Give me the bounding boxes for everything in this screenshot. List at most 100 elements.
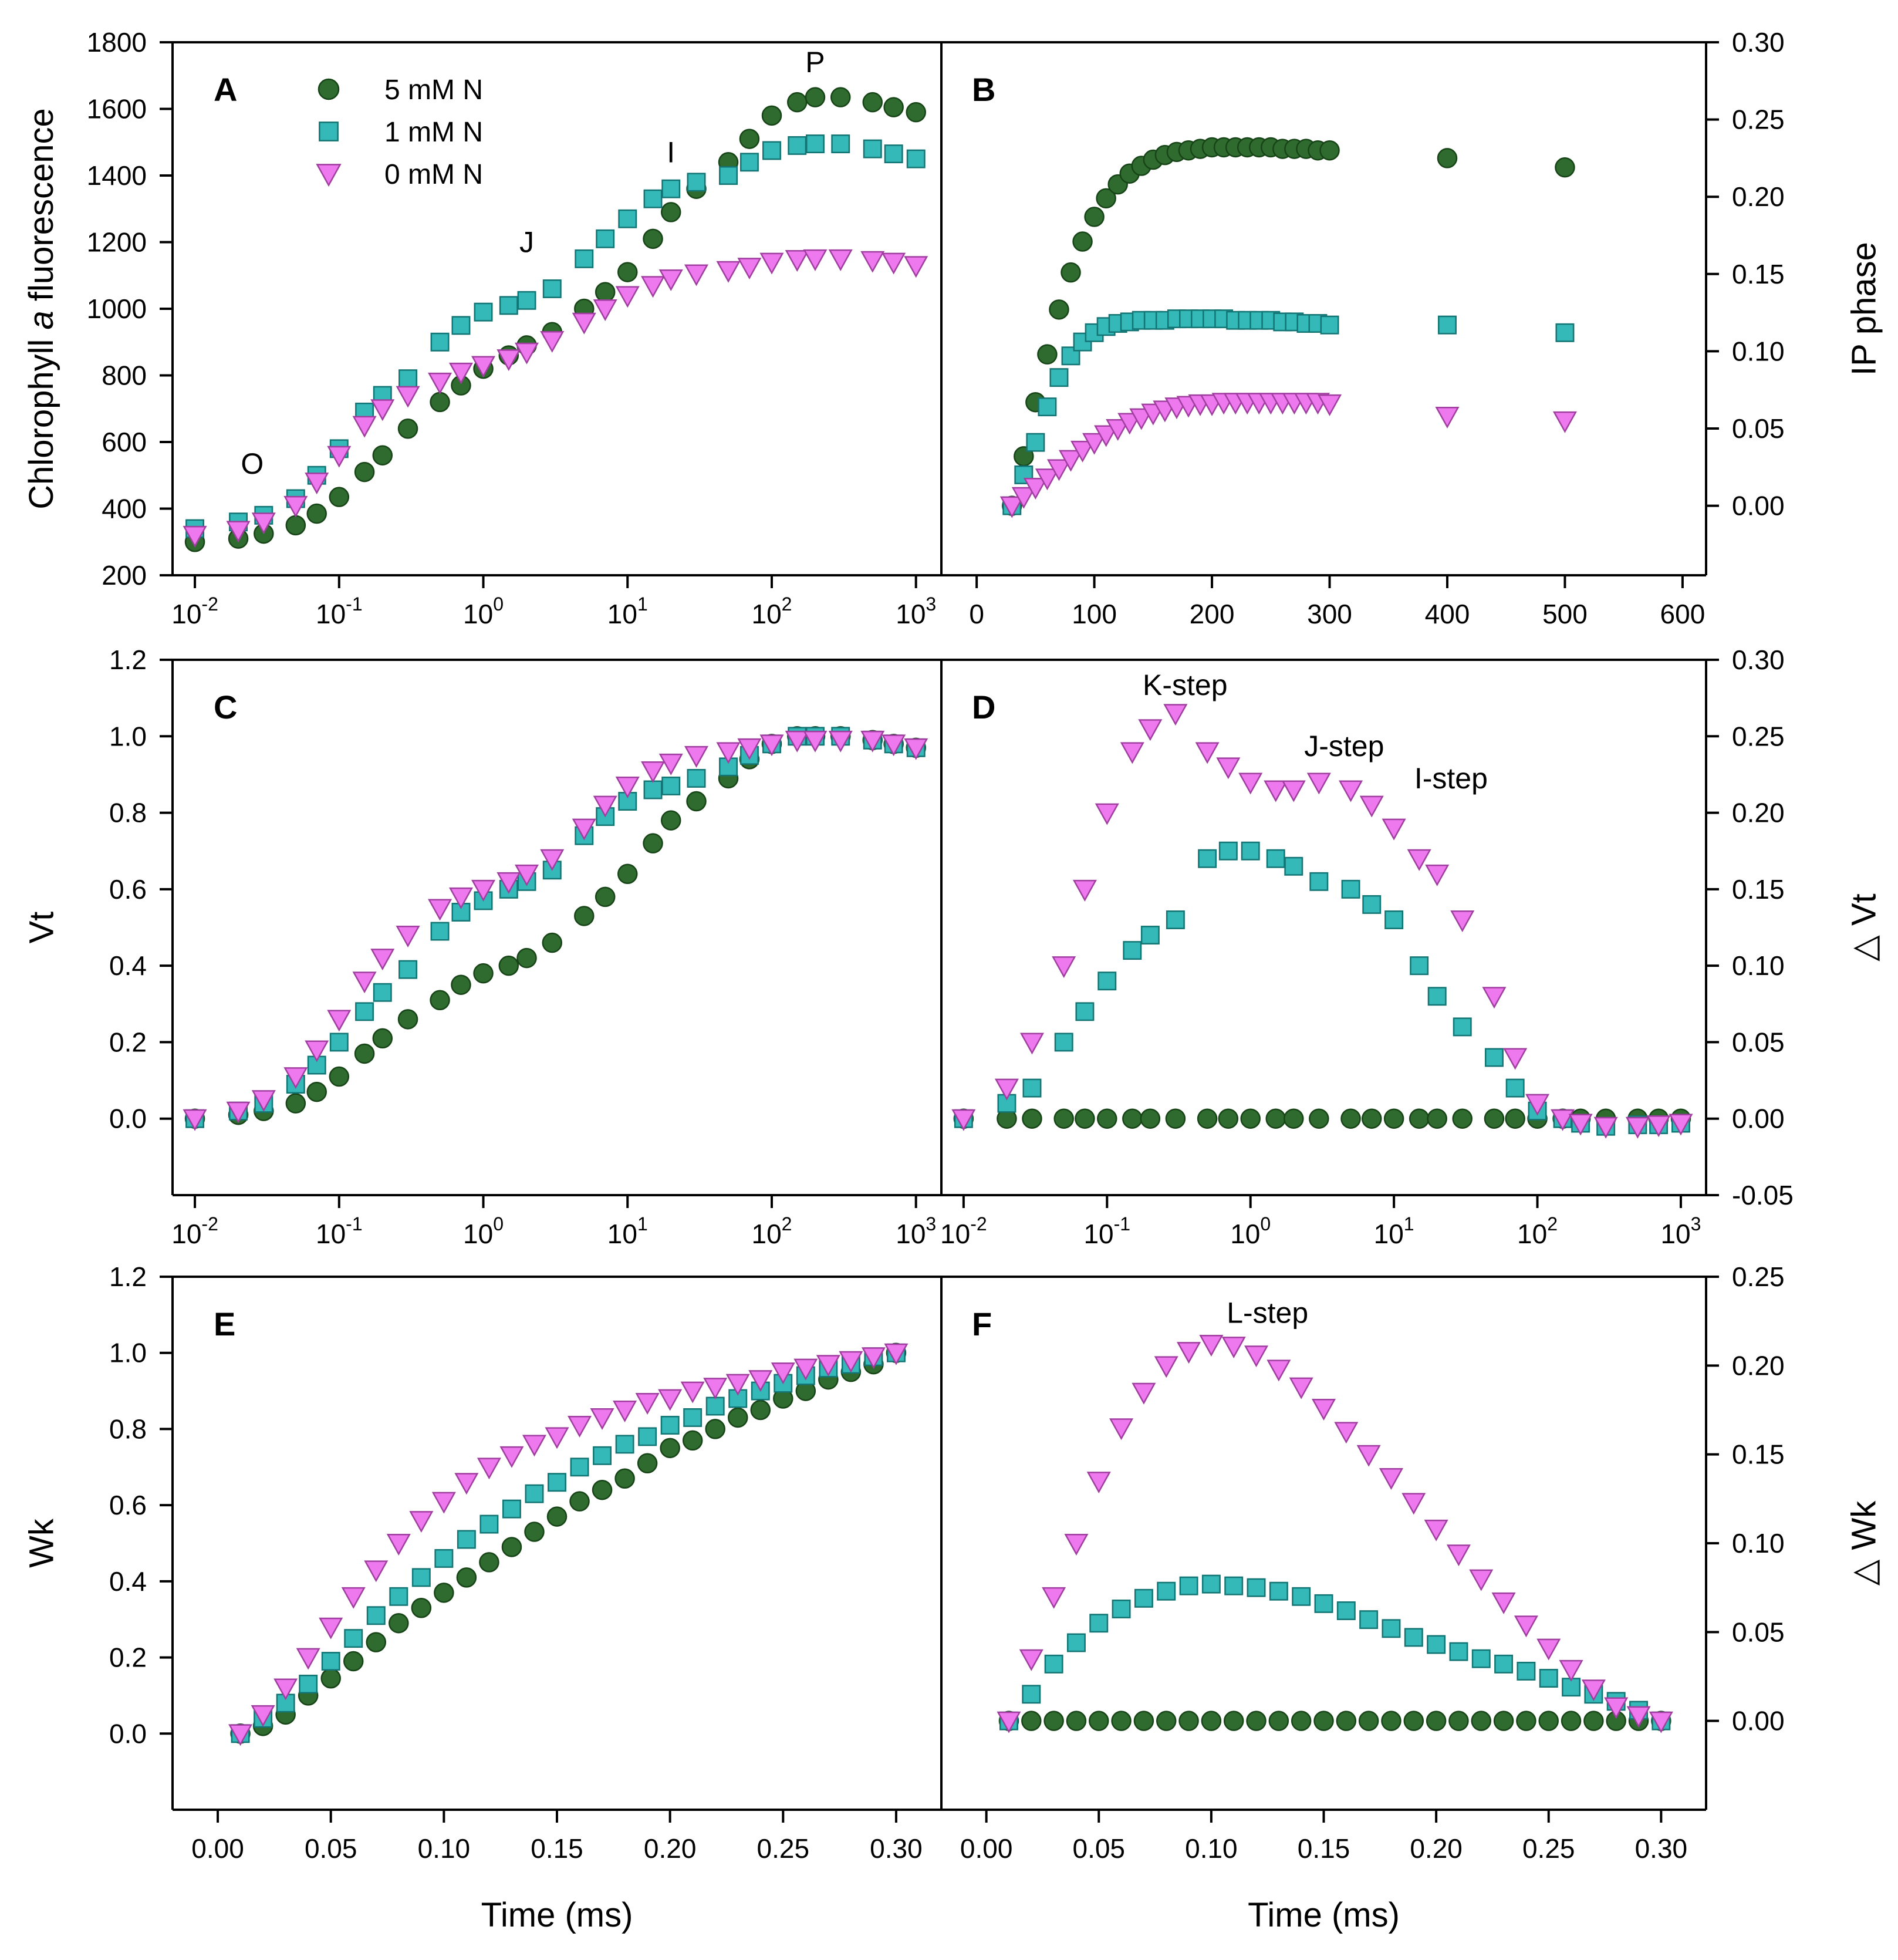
y-axis-title: Wk xyxy=(22,1518,60,1568)
y-tick-label: 0.6 xyxy=(109,874,147,905)
data-point xyxy=(660,202,681,222)
data-point xyxy=(1453,1017,1472,1037)
data-point xyxy=(329,487,350,507)
data-point xyxy=(428,372,452,394)
data-point xyxy=(617,262,638,282)
data-point xyxy=(595,282,616,302)
data-point xyxy=(1450,910,1475,932)
data-point xyxy=(1094,425,1119,447)
data-point xyxy=(618,792,637,811)
data-point xyxy=(660,810,681,831)
y-tick-label: 0.15 xyxy=(1732,874,1785,905)
y-tick-label: 0.8 xyxy=(109,1414,147,1444)
data-point xyxy=(1559,1659,1583,1682)
data-point xyxy=(785,250,809,272)
data-point xyxy=(398,369,418,389)
x-axis: 10-2 10-1 100 101 102 103 xyxy=(171,575,936,629)
data-point xyxy=(471,356,496,378)
data-point xyxy=(638,1427,657,1446)
data-point xyxy=(1117,413,1142,435)
data-point xyxy=(658,269,683,291)
data-point xyxy=(661,179,681,198)
data-point xyxy=(1625,1116,1650,1139)
x-tick-label: 101 xyxy=(607,593,648,629)
annotation-label: I xyxy=(667,136,675,168)
data-point xyxy=(1201,1574,1221,1594)
data-point xyxy=(448,887,473,909)
data-point xyxy=(1066,1711,1087,1731)
y-tick-label: 0.8 xyxy=(109,798,147,828)
data-point xyxy=(1340,1108,1361,1129)
data-point xyxy=(1046,459,1071,481)
data-point xyxy=(1238,772,1263,795)
data-point xyxy=(389,1612,409,1634)
data-point xyxy=(546,1506,568,1527)
x-axis-title: Time (ms) xyxy=(481,1896,633,1934)
data-point xyxy=(344,1629,363,1648)
data-point xyxy=(411,1598,432,1618)
data-point xyxy=(1427,1635,1446,1654)
data-point xyxy=(831,134,850,154)
data-point xyxy=(396,386,420,408)
data-point xyxy=(882,734,906,757)
data-point xyxy=(514,342,539,365)
data-point xyxy=(575,249,594,268)
legend-item-n1: 1 mM N xyxy=(319,117,483,148)
data-point xyxy=(1268,1711,1289,1731)
data-point xyxy=(716,742,741,764)
data-point xyxy=(1356,1445,1381,1467)
data-point xyxy=(517,291,536,310)
data-point xyxy=(617,863,638,885)
data-point xyxy=(1138,719,1163,741)
y-tick-label: 0.05 xyxy=(1732,1027,1785,1057)
data-point xyxy=(299,1675,318,1694)
data-point xyxy=(430,922,450,941)
data-point xyxy=(1409,1108,1430,1129)
data-point xyxy=(285,515,306,536)
data-point xyxy=(389,1587,408,1606)
data-point xyxy=(1539,1669,1558,1688)
series-n0 xyxy=(999,393,1577,518)
x-tick-label: 0.05 xyxy=(305,1833,357,1864)
data-point xyxy=(499,1446,524,1468)
data-point xyxy=(1401,1493,1426,1515)
data-point xyxy=(1022,1685,1041,1704)
data-point xyxy=(497,349,521,372)
data-point xyxy=(525,1484,544,1503)
data-point xyxy=(684,264,709,286)
data-point xyxy=(283,495,308,518)
y-tick-label: 1.0 xyxy=(109,1338,147,1368)
panel-letter: F xyxy=(972,1305,992,1342)
data-point xyxy=(759,734,784,757)
data-point xyxy=(719,166,738,185)
y-tick-label: 0.2 xyxy=(109,1642,147,1673)
data-point xyxy=(1593,1116,1618,1139)
data-point xyxy=(635,1393,660,1415)
data-point xyxy=(1224,1576,1244,1595)
data-point xyxy=(1109,1418,1134,1441)
x-axis: 0.00 0.05 0.10 0.15 0.20 0.25 0.30 xyxy=(960,1810,1687,1864)
data-point xyxy=(327,1010,352,1032)
x-tick-label: 0.25 xyxy=(1522,1833,1575,1864)
data-point xyxy=(1096,188,1116,209)
data-point xyxy=(788,136,807,155)
series-n0 xyxy=(951,704,1693,1139)
data-point xyxy=(479,1514,499,1534)
data-point xyxy=(1314,1594,1333,1613)
data-point xyxy=(739,129,760,149)
x-tick-label: 10-2 xyxy=(171,593,218,629)
data-point xyxy=(474,302,493,322)
data-point xyxy=(680,1381,705,1404)
y-tick-label: -0.05 xyxy=(1732,1180,1794,1210)
data-point xyxy=(1311,1399,1336,1421)
data-point xyxy=(1244,1345,1269,1368)
data-point xyxy=(366,1632,387,1652)
data-point xyxy=(643,780,663,799)
data-point xyxy=(1241,841,1260,861)
data-point xyxy=(862,92,883,113)
y-tick-label: 0.10 xyxy=(1732,1528,1785,1558)
panel-frame xyxy=(940,659,1707,1196)
y-tick-label: 0.05 xyxy=(1732,413,1785,444)
data-point xyxy=(748,1370,773,1392)
